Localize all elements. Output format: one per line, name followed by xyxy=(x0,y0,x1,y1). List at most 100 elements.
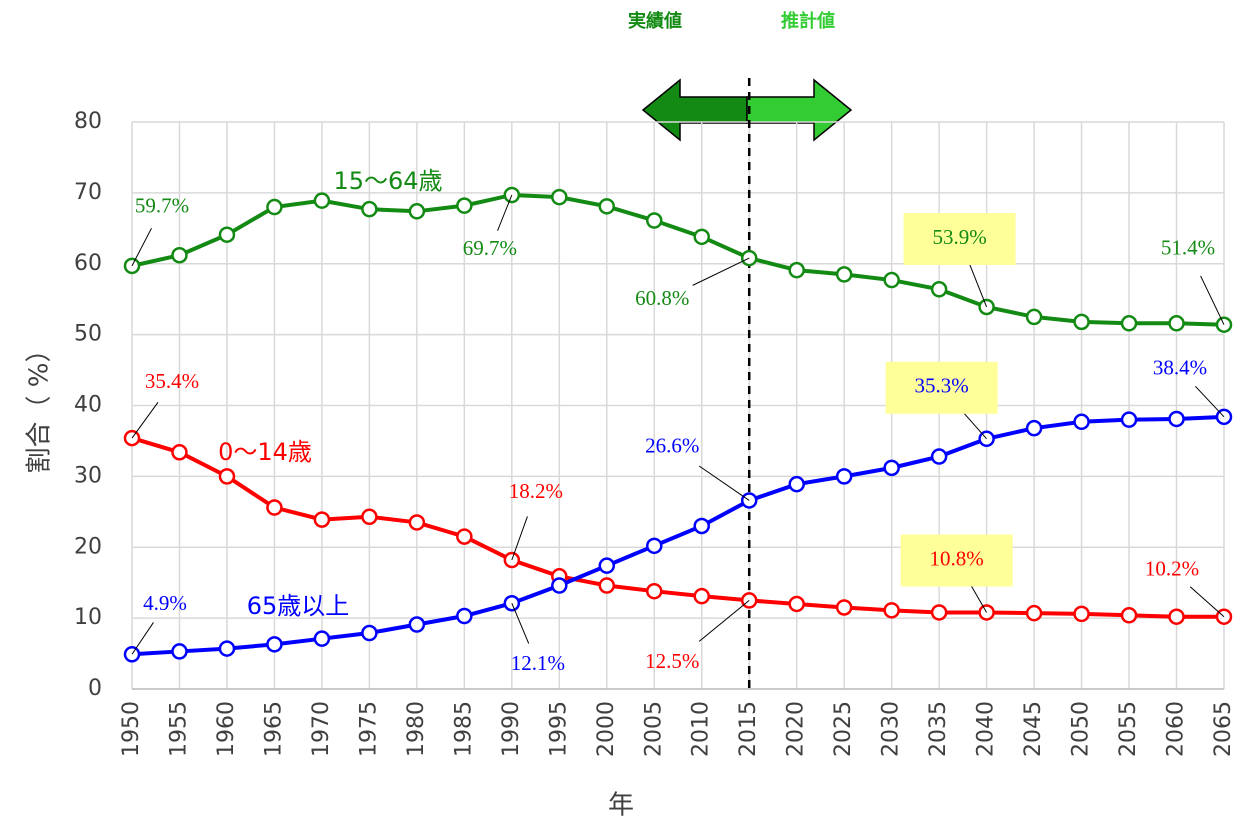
point xyxy=(266,636,283,653)
point xyxy=(646,582,663,600)
point xyxy=(408,203,426,220)
point xyxy=(456,528,473,545)
data-label: 10.2% xyxy=(1145,557,1199,581)
y-tick-label: 50 xyxy=(74,322,102,347)
point xyxy=(171,246,188,264)
data-label: 38.4% xyxy=(1153,356,1207,380)
point xyxy=(313,192,331,209)
point xyxy=(646,212,663,229)
point xyxy=(883,602,900,619)
point xyxy=(456,607,473,625)
point xyxy=(266,499,283,516)
point xyxy=(788,475,805,493)
data-label: 12.1% xyxy=(511,651,565,675)
point xyxy=(1168,608,1185,625)
x-tick-label: 2055 xyxy=(1116,701,1141,757)
x-tick-label: 2040 xyxy=(974,701,999,757)
data-label: 69.7% xyxy=(463,236,517,260)
point xyxy=(598,557,616,574)
point xyxy=(930,604,948,621)
point xyxy=(171,444,188,461)
x-tick-label: 2065 xyxy=(1211,701,1236,757)
x-tick-label: 2010 xyxy=(689,701,714,757)
point xyxy=(1120,607,1138,624)
data-label: 18.2% xyxy=(509,479,563,503)
y-tick-label: 10 xyxy=(74,605,102,630)
data-label: 10.8% xyxy=(929,546,983,570)
data-label: 12.5% xyxy=(645,649,699,673)
point xyxy=(1168,315,1185,332)
x-tick-label: 1990 xyxy=(499,701,524,757)
point xyxy=(598,198,616,215)
point xyxy=(930,281,948,298)
y-tick-label: 70 xyxy=(74,180,102,205)
x-tick-label: 1970 xyxy=(309,701,334,757)
point xyxy=(218,640,236,657)
y-tick-label: 40 xyxy=(74,393,102,418)
data-label: 4.9% xyxy=(143,591,187,615)
annotation: 推計値 xyxy=(781,10,835,32)
x-tick-label: 2030 xyxy=(879,701,904,757)
data-label: 53.9% xyxy=(932,225,986,249)
point xyxy=(930,448,948,465)
data-label: 35.4% xyxy=(145,369,199,393)
data-label: 59.7% xyxy=(135,194,189,218)
point xyxy=(646,537,663,555)
point xyxy=(551,577,568,594)
point xyxy=(693,228,710,246)
x-tick-label: 2035 xyxy=(926,701,951,757)
point xyxy=(788,261,805,279)
arrow-actual xyxy=(641,78,748,142)
point xyxy=(835,468,853,485)
point xyxy=(883,459,900,477)
y-tick-label: 0 xyxy=(88,676,102,701)
point xyxy=(503,594,521,612)
point xyxy=(456,197,473,214)
x-tick-label: 2000 xyxy=(594,701,619,757)
x-tick-label: 2005 xyxy=(641,701,666,757)
x-tick-label: 1955 xyxy=(166,701,191,757)
leader-line xyxy=(131,227,152,267)
x-tick-label: 1950 xyxy=(119,701,144,757)
point xyxy=(1120,411,1138,428)
label-highlight xyxy=(885,361,998,414)
data-label: 51.4% xyxy=(1161,236,1215,260)
leader-line xyxy=(511,516,528,561)
point xyxy=(503,551,521,569)
point xyxy=(835,266,853,283)
y-axis-label: 割合（ %） xyxy=(25,337,55,474)
point xyxy=(693,587,710,605)
x-tick-label: 2045 xyxy=(1021,701,1046,757)
x-axis-label: 年 xyxy=(608,791,634,821)
point xyxy=(835,599,853,616)
leader-line xyxy=(1195,385,1225,418)
point xyxy=(1120,315,1138,332)
x-tick-label: 1985 xyxy=(451,701,476,757)
point xyxy=(1073,413,1090,431)
x-tick-label: 2025 xyxy=(831,701,856,757)
leader-line xyxy=(692,257,750,286)
leader-line xyxy=(497,194,513,231)
leader-line xyxy=(968,262,988,308)
point xyxy=(788,595,805,613)
point xyxy=(408,514,426,531)
leader-line xyxy=(511,603,530,644)
point xyxy=(361,508,378,526)
y-tick-label: 20 xyxy=(74,534,102,559)
point xyxy=(883,271,900,289)
label-highlight xyxy=(903,212,1016,265)
point xyxy=(313,630,331,647)
x-tick-label: 1995 xyxy=(546,701,571,757)
point xyxy=(313,511,331,528)
series-label: 15～64歳 xyxy=(333,167,442,195)
series-label: 0～14歳 xyxy=(218,438,312,466)
leader-line xyxy=(698,600,750,642)
label-highlight xyxy=(900,534,1013,587)
point xyxy=(1025,308,1043,326)
point xyxy=(1168,410,1185,428)
point xyxy=(266,198,283,216)
leader-line xyxy=(131,402,159,439)
point xyxy=(551,188,568,206)
point xyxy=(408,616,426,633)
